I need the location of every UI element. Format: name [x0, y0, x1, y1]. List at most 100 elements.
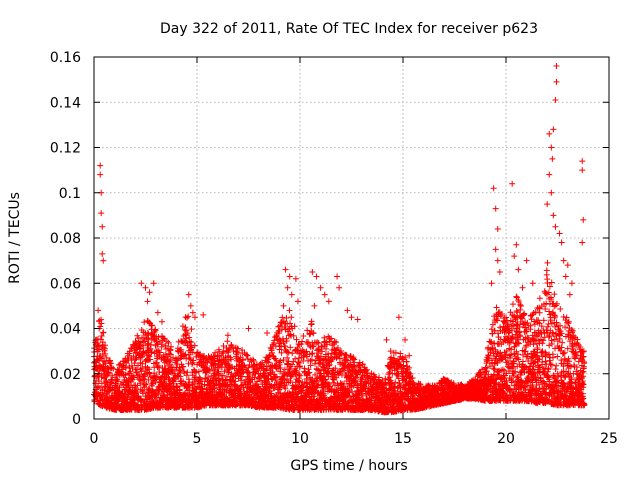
data-point: [284, 376, 291, 383]
data-point: [308, 350, 315, 357]
data-point: [191, 368, 198, 375]
data-point: [310, 343, 317, 350]
data-point: [314, 339, 321, 346]
data-point: [288, 373, 295, 380]
data-point: [188, 361, 195, 368]
data-point: [133, 385, 140, 392]
data-point: [233, 348, 240, 355]
data-point: [337, 381, 344, 388]
data-point: [243, 351, 250, 358]
data-point: [283, 315, 290, 321]
data-point: [195, 368, 202, 375]
data-point: [168, 343, 175, 350]
data-point: [315, 339, 322, 346]
data-point: [290, 332, 297, 339]
data-point: [271, 337, 278, 344]
data-point: [144, 330, 151, 337]
data-point: [196, 350, 203, 357]
data-point: [152, 360, 159, 367]
data-point: [189, 349, 196, 356]
data-point: [221, 368, 228, 375]
data-point: [315, 346, 322, 353]
data-point: [272, 374, 279, 381]
data-point: [215, 368, 222, 375]
data-point: [281, 323, 288, 330]
data-point: [149, 388, 156, 395]
data-point: [245, 364, 252, 371]
data-point: [198, 378, 205, 385]
data-point: [307, 357, 314, 364]
data-point: [101, 367, 108, 374]
data-point: [185, 313, 192, 320]
data-point: [269, 349, 276, 356]
data-point: [96, 362, 103, 369]
data-point: [263, 366, 270, 373]
data-point: [254, 378, 261, 385]
data-point: [283, 338, 290, 345]
data-point: [250, 356, 257, 363]
data-point: [204, 359, 211, 366]
data-point: [246, 361, 253, 368]
data-point: [146, 353, 153, 360]
data-point: [331, 338, 338, 345]
data-point: [201, 381, 208, 388]
data-point: [188, 326, 195, 333]
chart-title: Day 322 of 2011, Rate Of TEC Index for r…: [160, 21, 538, 37]
data-point: [240, 361, 247, 368]
data-point: [286, 307, 293, 314]
data-point: [188, 344, 195, 351]
data-point: [137, 343, 144, 350]
data-point: [336, 355, 343, 362]
data-point: [225, 346, 232, 353]
data-point: [177, 366, 184, 373]
data-point: [149, 322, 156, 329]
data-point: [287, 344, 294, 351]
data-point: [260, 363, 267, 370]
data-point: [310, 330, 317, 337]
data-point: [296, 363, 303, 370]
data-point: [169, 378, 176, 385]
data-point: [286, 320, 293, 327]
data-point: [131, 374, 138, 381]
data-point: [93, 384, 100, 391]
data-point: [326, 361, 333, 368]
data-point: [306, 369, 313, 376]
data-point: [114, 378, 121, 385]
data-point: [173, 364, 180, 371]
data-point: [338, 350, 345, 357]
data-point: [167, 347, 174, 354]
grid-lines: [94, 57, 609, 419]
data-point: [294, 393, 301, 400]
data-point: [96, 346, 103, 353]
data-point: [154, 364, 161, 371]
data-point: [98, 380, 105, 387]
data-point: [276, 322, 283, 329]
data-point: [110, 365, 117, 372]
data-point: [341, 381, 348, 388]
data-point: [299, 387, 306, 394]
data-point: [293, 367, 300, 374]
data-point: [135, 392, 142, 399]
data-point: [277, 365, 284, 372]
data-point: [98, 320, 105, 327]
data-point: [284, 354, 291, 361]
data-point: [143, 380, 150, 387]
data-point: [289, 361, 296, 368]
data-point: [282, 385, 289, 392]
data-point: [280, 339, 287, 346]
data-point: [285, 399, 292, 406]
data-point: [141, 319, 148, 326]
data-point: [308, 356, 315, 363]
data-point: [108, 364, 115, 371]
data-point: [98, 332, 105, 339]
data-point: [285, 326, 292, 333]
data-point: [232, 378, 239, 385]
data-point: [322, 356, 329, 363]
data-point: [310, 396, 317, 403]
data-point: [205, 374, 212, 381]
data-point: [322, 345, 329, 352]
data-point: [150, 332, 157, 339]
data-point: [127, 368, 134, 375]
data-point: [99, 339, 106, 346]
data-point: [184, 314, 191, 321]
